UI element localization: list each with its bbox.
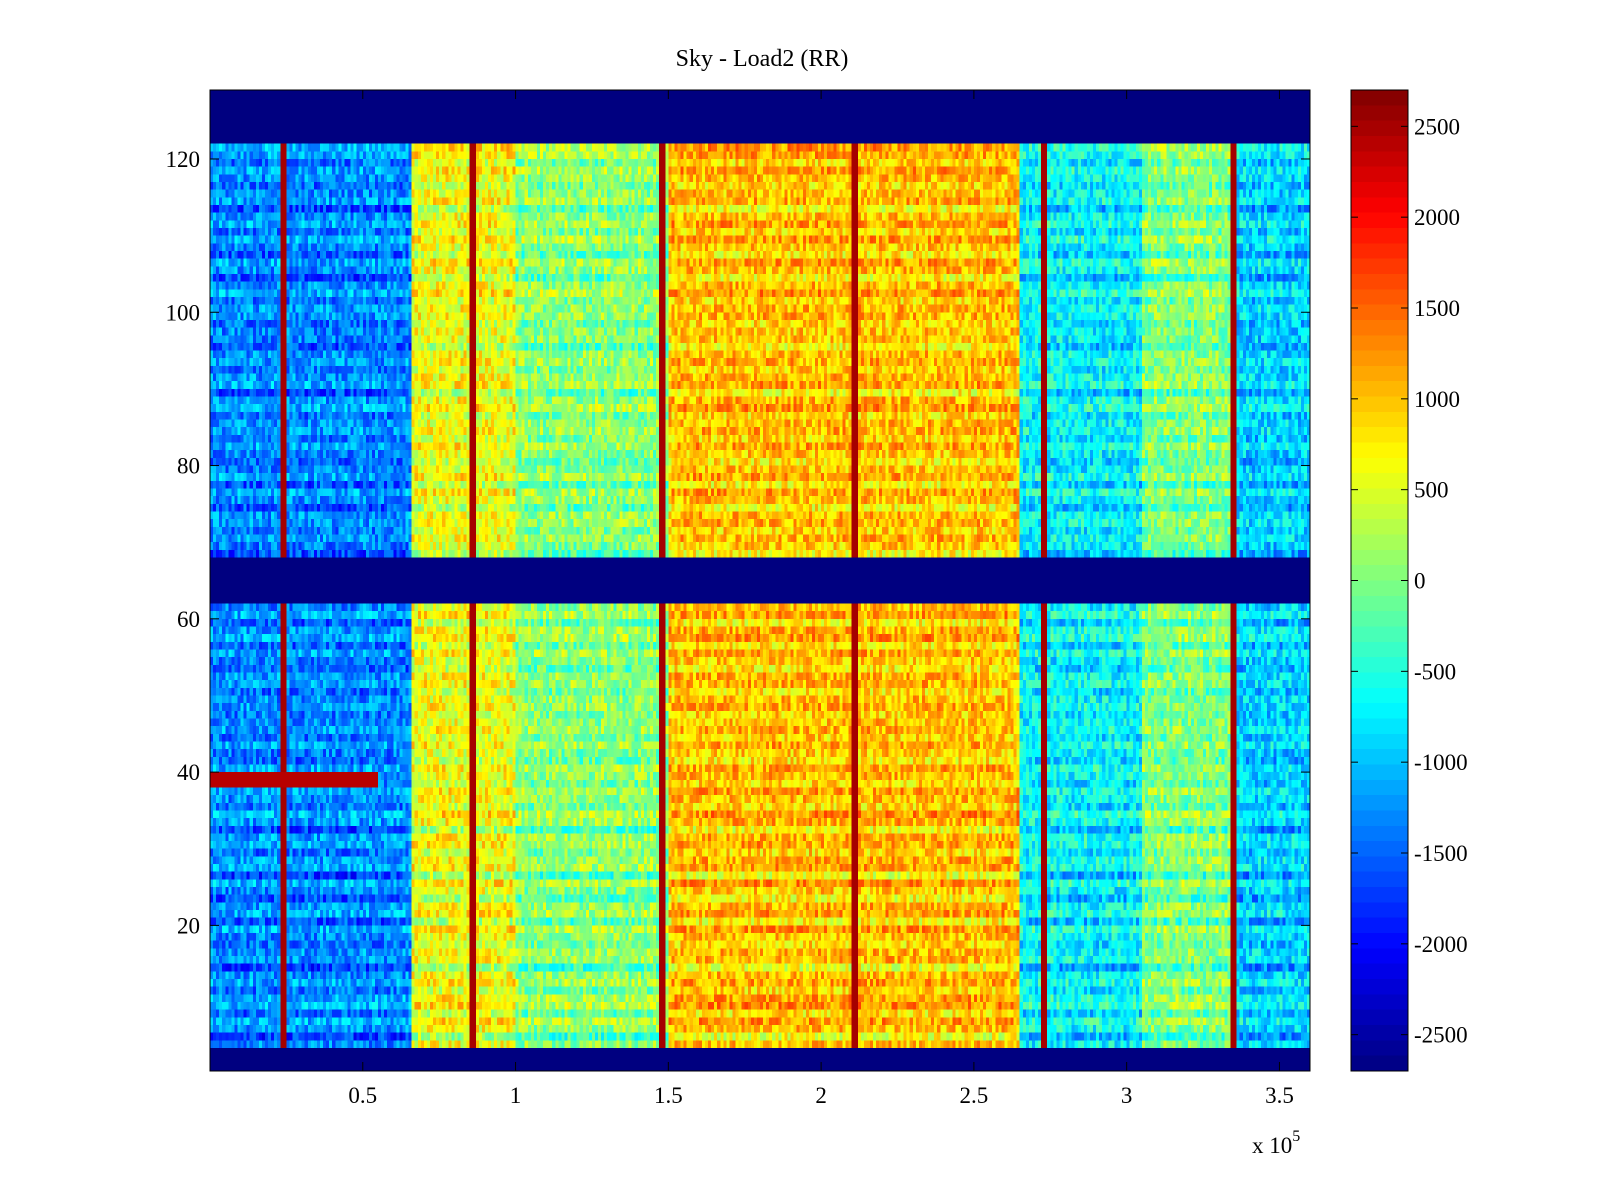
y-tick-label: 40 [177, 760, 200, 785]
colorbar-tick-label: 500 [1414, 478, 1449, 503]
colorbar-tick-label: 2500 [1414, 114, 1460, 139]
heatmap-plot-area [209, 89, 1311, 1072]
colorbar-image [1351, 90, 1408, 1071]
colorbar: 2500 2000 1500 1000 500 0 -500 -1000 -1500 -2000 -… [1350, 89, 1468, 1072]
x-tick-label: 3.5 [1265, 1083, 1294, 1108]
x-tick-label: 3 [1121, 1083, 1133, 1108]
colorbar-tick-label: -1000 [1414, 750, 1468, 775]
colorbar-tick-label: -2000 [1414, 932, 1468, 957]
x-tick-label: 2 [815, 1083, 827, 1108]
colorbar-tick-label: 2000 [1414, 205, 1460, 230]
x-tick-label: 2.5 [960, 1083, 989, 1108]
x-multiplier-exponent: 5 [1292, 1128, 1300, 1145]
y-tick-label: 80 [177, 454, 200, 479]
x-multiplier-label: x 105 [1252, 1128, 1300, 1158]
x-tick-label: 0.5 [348, 1083, 377, 1108]
y-tick-label: 60 [177, 607, 200, 632]
y-tick-label: 20 [177, 913, 200, 938]
colorbar-tick-label: -2500 [1414, 1023, 1468, 1048]
colorbar-tick-label: 1500 [1414, 296, 1460, 321]
y-tick-label: 100 [166, 300, 201, 325]
colorbar-tick-label: -1500 [1414, 841, 1468, 866]
colorbar-ticks: 2500 2000 1500 1000 500 0 -500 -1000 -1500 -2000 -… [1351, 114, 1468, 1048]
heatmap-image [210, 90, 1310, 1071]
colorbar-tick-label: 0 [1414, 569, 1426, 594]
chart-title: Sky - Load2 (RR) [676, 46, 849, 72]
x-tick-label: 1.5 [654, 1083, 683, 1108]
y-tick-label: 120 [166, 147, 201, 172]
y-axis: 20 40 60 80 100 120 [166, 147, 1310, 938]
x-tick-label: 1 [510, 1083, 522, 1108]
x-axis: 0.5 1 1.5 2 2.5 3 3.5 [348, 90, 1294, 1108]
plot-frame [209, 89, 1311, 1072]
colorbar-tick-label: 1000 [1414, 387, 1460, 412]
colorbar-tick-label: -500 [1414, 659, 1456, 684]
